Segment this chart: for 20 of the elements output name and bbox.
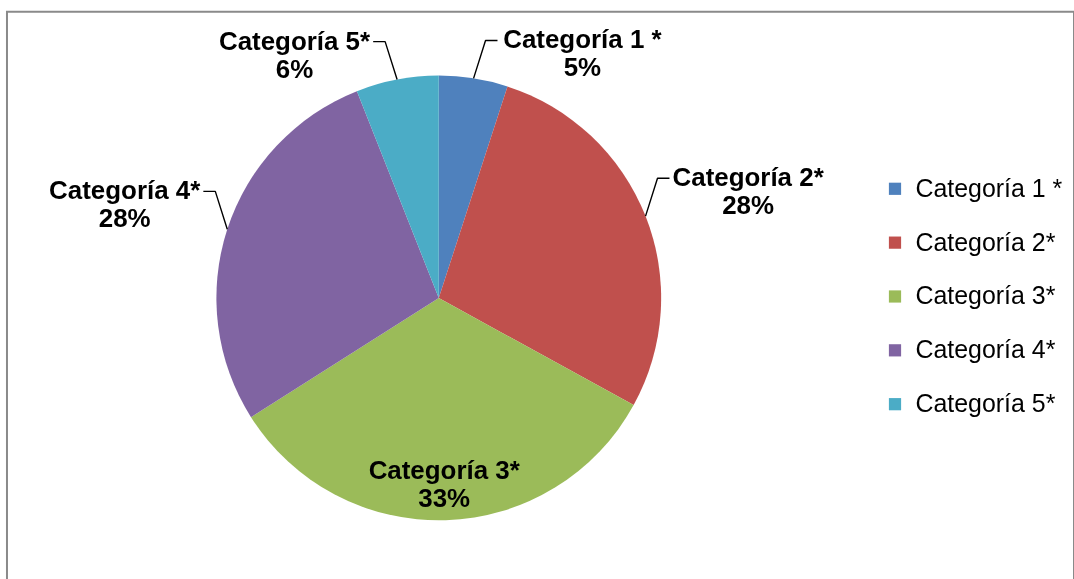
pie-slice xyxy=(438,75,508,298)
legend-label: Categoría 4* xyxy=(915,335,1056,364)
legend-label: Categoría 3* xyxy=(915,281,1056,310)
pie-slice xyxy=(251,297,634,521)
pie-slice xyxy=(438,86,662,406)
slice-label: Categoría 1 * xyxy=(503,25,663,54)
slice-label: Categoría 5* xyxy=(218,26,372,55)
slice-label: Categoría 2* xyxy=(672,163,825,192)
slice-label: Categoría 3* xyxy=(368,456,521,485)
data-label: 6% xyxy=(275,54,314,83)
legend-label: Categoría 5* xyxy=(915,389,1056,418)
slice-label: Categoría 4* xyxy=(49,176,202,205)
data-label: 5% xyxy=(563,53,602,82)
data-label: 28% xyxy=(98,204,151,233)
pie-slice xyxy=(216,91,439,418)
legend-label: Categoría 2* xyxy=(915,227,1056,256)
data-label: 28% xyxy=(722,191,775,220)
legend-label: Categoría 1 * xyxy=(915,173,1063,202)
data-label: 33% xyxy=(418,484,471,513)
pie-slice xyxy=(356,75,439,298)
